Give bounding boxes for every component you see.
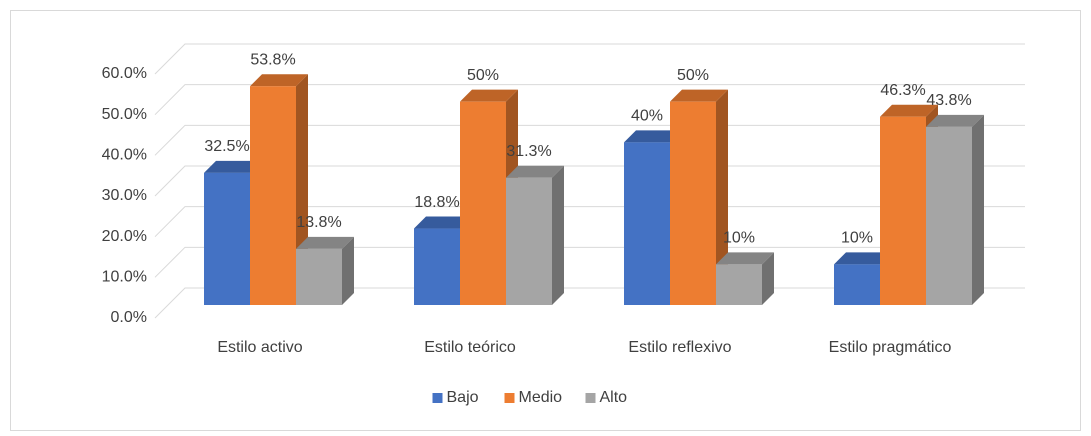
x-tick-label: Estilo pragmático (829, 339, 952, 356)
legend-label: Medio (519, 389, 563, 406)
legend-swatch (504, 393, 515, 403)
bar-front (834, 264, 880, 305)
data-label: 40% (631, 108, 663, 125)
bar-top (926, 114, 984, 127)
y-tick-label: 40.0% (102, 147, 147, 164)
bar-top (834, 252, 892, 265)
x-tick-label: Estilo teórico (424, 339, 516, 356)
bar (250, 74, 308, 305)
grid-line (154, 246, 1025, 278)
bar-side (342, 236, 354, 305)
data-label: 43.8% (926, 92, 971, 109)
bar-front (204, 172, 250, 305)
bar-front (880, 116, 926, 305)
bar-front (414, 228, 460, 305)
bar-front (624, 142, 670, 305)
grid-line (154, 84, 1025, 116)
legend-label: Bajo (447, 389, 479, 406)
data-label: 10% (841, 230, 873, 247)
bar-top (624, 130, 682, 143)
y-tick-label: 50.0% (102, 106, 147, 123)
bar-top (716, 252, 774, 265)
legend-swatch (585, 393, 596, 403)
bar-top (414, 216, 472, 229)
data-label: 31.3% (506, 143, 551, 160)
bar-side (716, 89, 728, 306)
bar-side (972, 114, 984, 305)
y-tick-label: 30.0% (102, 187, 147, 204)
bar (506, 165, 564, 305)
y-tick-label: 0.0% (111, 309, 147, 326)
bar-front (296, 248, 342, 305)
bar-top (204, 160, 262, 173)
bar-front (250, 86, 296, 305)
bar-side (762, 252, 774, 305)
data-label: 50% (467, 67, 499, 84)
data-label: 32.5% (204, 138, 249, 155)
data-label: 46.3% (880, 82, 925, 99)
bar-top (460, 89, 518, 102)
bar-top (296, 236, 354, 249)
bar-side (552, 165, 564, 305)
bar-front (716, 264, 762, 305)
bar-front (670, 101, 716, 306)
grid-line (154, 206, 1025, 238)
bar-top (670, 89, 728, 102)
grid-line (154, 43, 1025, 75)
data-label: 50% (677, 67, 709, 84)
bar (296, 236, 354, 305)
x-tick-label: Estilo activo (217, 339, 302, 356)
data-label: 18.8% (414, 194, 459, 211)
bar-front (926, 126, 972, 305)
bar-top (880, 104, 938, 117)
bar (670, 89, 728, 306)
bar-front (506, 177, 552, 305)
bar (716, 252, 774, 305)
grid-line (154, 165, 1025, 197)
bar-top (250, 74, 308, 87)
data-label: 53.8% (250, 51, 295, 68)
y-tick-label: 20.0% (102, 228, 147, 245)
bar (926, 114, 984, 305)
bar-front (460, 101, 506, 306)
grid-line (154, 124, 1025, 156)
legend-swatch (432, 393, 443, 403)
data-label: 13.8% (296, 214, 341, 231)
y-tick-label: 10.0% (102, 269, 147, 286)
legend-label: Alto (600, 389, 628, 406)
bar-top (506, 165, 564, 178)
y-tick-label: 60.0% (102, 65, 147, 82)
x-tick-label: Estilo reflexivo (628, 339, 731, 356)
data-label: 10% (723, 230, 755, 247)
